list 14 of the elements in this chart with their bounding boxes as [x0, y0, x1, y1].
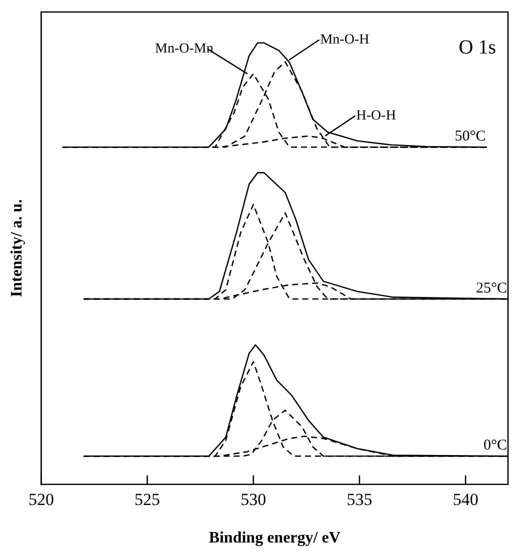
x-tick-label: 540 — [452, 490, 478, 510]
series-label: 0°C — [483, 438, 507, 454]
text: Mn-O-Mn — [155, 41, 214, 56]
series-label: 50°C — [454, 128, 486, 145]
series-label: H-O-H — [356, 108, 396, 124]
x-axis-title: Binding energy/ eV — [208, 530, 341, 547]
x-tick-label: 520 — [28, 490, 54, 510]
x-tick-label: 530 — [240, 490, 266, 510]
annotation: O 1s — [458, 36, 496, 58]
series-label: 25°C — [476, 280, 507, 296]
y-axis-title: Intensity/ a. u. — [8, 199, 26, 298]
x-tick-label: 525 — [134, 490, 160, 510]
x-tick-label: 535 — [346, 490, 372, 510]
text: Mn-O-H — [320, 32, 370, 48]
